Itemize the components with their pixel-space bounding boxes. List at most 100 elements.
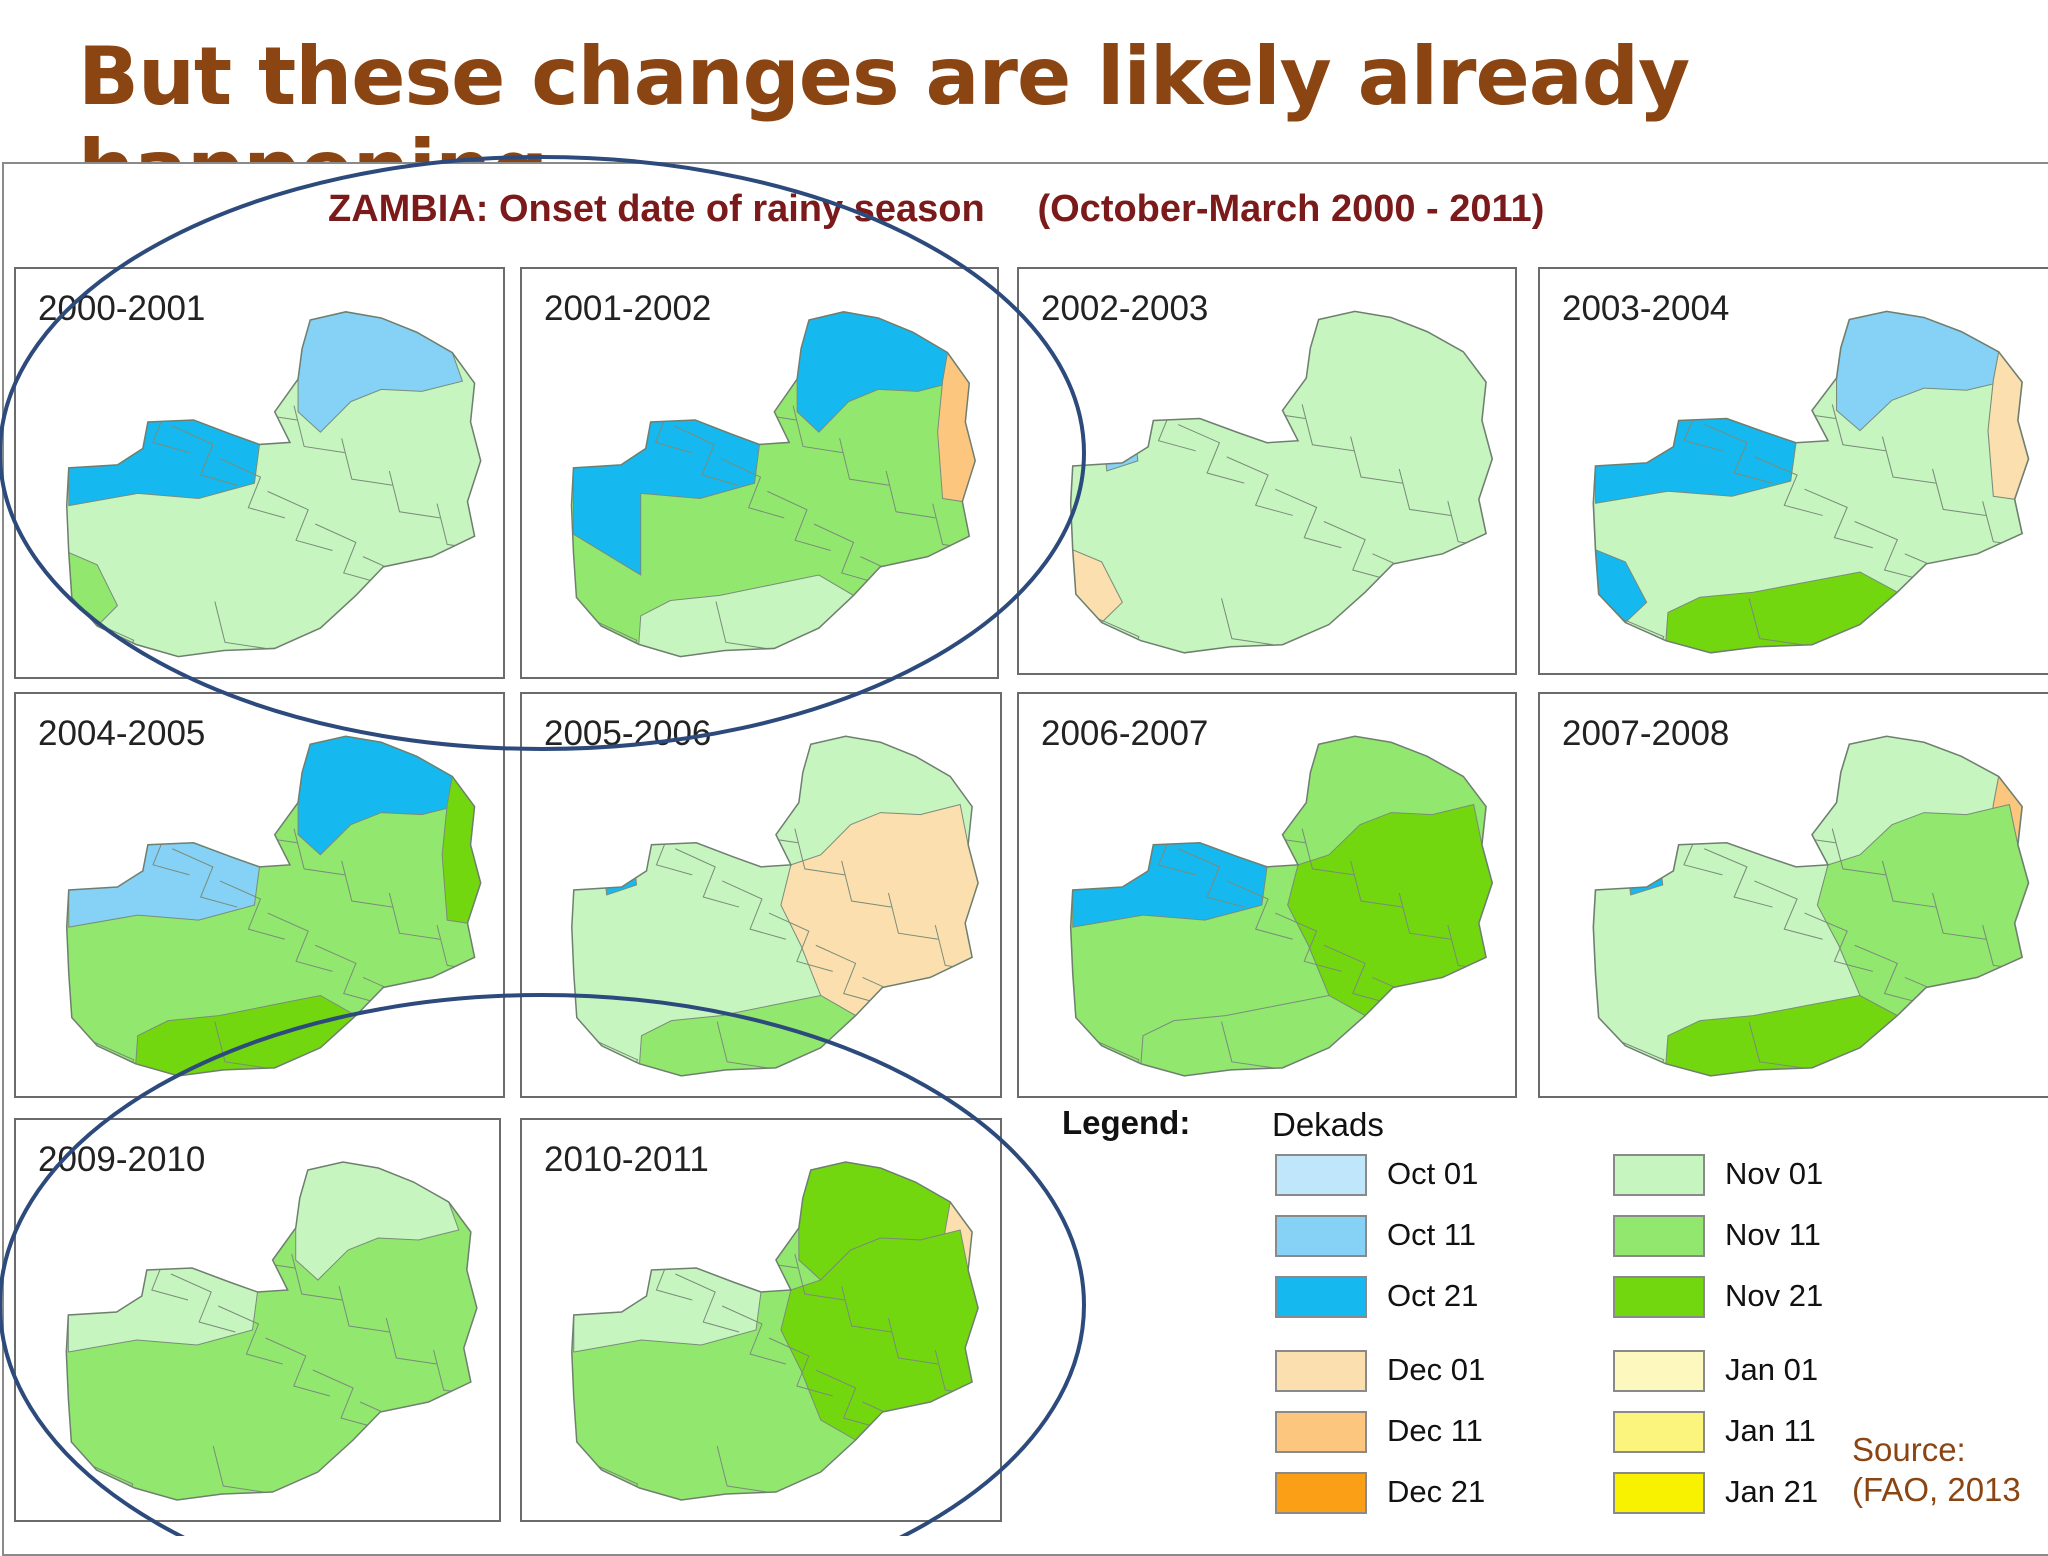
map-period-text: (October-March 2000 - 2011)	[1037, 188, 1545, 230]
district-boundary	[1080, 339, 1257, 419]
zambia-map-2003-2004	[1592, 310, 2030, 654]
zambia-map-2001-2002	[570, 311, 977, 658]
panel-label: 2004-2005	[38, 714, 206, 753]
zambia-map-2004-2005	[65, 735, 482, 1077]
source-label: Source:	[1852, 1431, 1966, 1468]
legend-label: Nov 21	[1725, 1278, 1824, 1313]
country-outline	[1592, 735, 2030, 1077]
map-panel-2001-2002: 2001-2002	[520, 267, 999, 679]
legend-swatch	[1275, 1154, 1367, 1196]
onset-region	[1624, 834, 1664, 896]
map-title: ZAMBIA: Onset date of rainy season (Octo…	[0, 188, 2048, 231]
district-boundary	[909, 1413, 979, 1493]
panel-label: 2003-2004	[1562, 289, 1730, 328]
legend-label: Dec 01	[1387, 1352, 1486, 1387]
onset-region	[1070, 311, 1493, 653]
district-boundary	[1226, 860, 1403, 940]
district-boundary	[1954, 989, 2029, 1069]
district-boundary	[219, 860, 393, 940]
map-panel-2010-2011: 2010-2011	[520, 1118, 1002, 1522]
district-boundary	[410, 568, 481, 649]
district-boundary	[76, 1189, 248, 1269]
district-boundary	[1954, 565, 2029, 646]
panel-label: 2006-2007	[1041, 714, 1209, 753]
panel-label: 2005-2006	[544, 714, 712, 753]
district-boundary	[1226, 436, 1403, 516]
district-boundary	[1177, 404, 1354, 484]
district-boundary	[721, 860, 892, 940]
district-boundary	[1754, 860, 1936, 940]
zambia-map-2002-2003	[1069, 310, 1494, 654]
district-boundary	[675, 828, 845, 908]
district-boundary	[1804, 892, 1986, 972]
map-panel-2009-2010: 2009-2010	[14, 1118, 501, 1522]
map-panel-2002-2003: 2002-2003	[1017, 267, 1517, 675]
district-boundary	[76, 340, 250, 421]
district-boundary	[1804, 468, 1986, 549]
legend-swatch	[1613, 1154, 1705, 1196]
legend-label: Nov 11	[1725, 1217, 1821, 1252]
district-boundary	[76, 764, 250, 844]
legend-swatch	[1613, 1350, 1705, 1392]
legend-swatch	[1613, 1411, 1705, 1453]
legend-swatch	[1613, 1276, 1705, 1318]
district-boundary	[581, 340, 750, 421]
district-boundary	[909, 989, 979, 1069]
district-boundary	[1754, 436, 1936, 516]
district-boundary	[267, 892, 441, 972]
source-citation: (FAO, 2013	[1852, 1471, 2021, 1508]
zambia-map-2007-2008	[1592, 735, 2030, 1077]
onset-region	[601, 834, 638, 896]
legend-swatch	[1275, 1350, 1367, 1392]
district-boundary	[172, 828, 345, 908]
map-panel-2006-2007: 2006-2007	[1017, 692, 1517, 1098]
legend-swatch	[1275, 1411, 1367, 1453]
district-boundary	[407, 1413, 477, 1493]
district-boundary	[1603, 339, 1786, 419]
panel-label: 2001-2002	[544, 289, 712, 328]
district-boundary	[1080, 764, 1257, 844]
legend-heading: Legend:	[1062, 1104, 1191, 1141]
district-boundary	[1275, 468, 1452, 549]
zambia-map-2009-2010	[65, 1161, 478, 1501]
map-panel-2003-2004: 2003-2004	[1538, 267, 2048, 675]
panel-label: 2002-2003	[1041, 289, 1209, 328]
district-boundary	[768, 892, 939, 972]
source-note: Source: (FAO, 2013	[1852, 1430, 2021, 1510]
map-panel-2004-2005: 2004-2005	[14, 692, 505, 1098]
district-boundary	[1420, 565, 1493, 646]
panel-label: 2010-2011	[544, 1140, 709, 1179]
onset-region	[1101, 409, 1139, 472]
country-outline	[1069, 735, 1494, 1077]
map-title-text: ZAMBIA: Onset date of rainy season	[328, 188, 985, 230]
zambia-map-2005-2006	[571, 735, 979, 1077]
onset-region	[1593, 311, 2029, 653]
map-panel-2005-2006: 2005-2006	[520, 692, 1002, 1098]
district-boundary	[1177, 828, 1354, 908]
district-boundary	[1704, 404, 1886, 484]
panel-label: 2000-2001	[38, 289, 206, 328]
district-boundary	[410, 989, 481, 1069]
legend-label: Dec 11	[1387, 1413, 1483, 1448]
district-boundary	[1420, 989, 1493, 1069]
legend-label: Oct 21	[1387, 1278, 1479, 1313]
legend-label: Oct 11	[1387, 1217, 1477, 1252]
country-outline	[1069, 310, 1494, 654]
district-boundary	[581, 1189, 752, 1269]
district-boundary	[581, 764, 752, 844]
map-panel-2000-2001: 2000-2001	[14, 267, 505, 679]
country-outline	[1592, 310, 2030, 654]
panel-label: 2009-2010	[38, 1140, 206, 1179]
legend-label: Dec 21	[1387, 1474, 1486, 1509]
legend-swatch	[1275, 1472, 1367, 1514]
legend-swatch	[1613, 1472, 1705, 1514]
zambia-map-2000-2001	[65, 311, 482, 658]
onset-region	[66, 736, 481, 1076]
legend-swatch	[1275, 1276, 1367, 1318]
panel-label: 2007-2008	[1562, 714, 1730, 753]
legend-label: Nov 01	[1725, 1156, 1824, 1191]
district-boundary	[906, 568, 976, 649]
zambia-map-2010-2011	[571, 1161, 979, 1501]
legend-label: Oct 01	[1387, 1156, 1479, 1191]
legend-label: Jan 11	[1725, 1413, 1816, 1448]
